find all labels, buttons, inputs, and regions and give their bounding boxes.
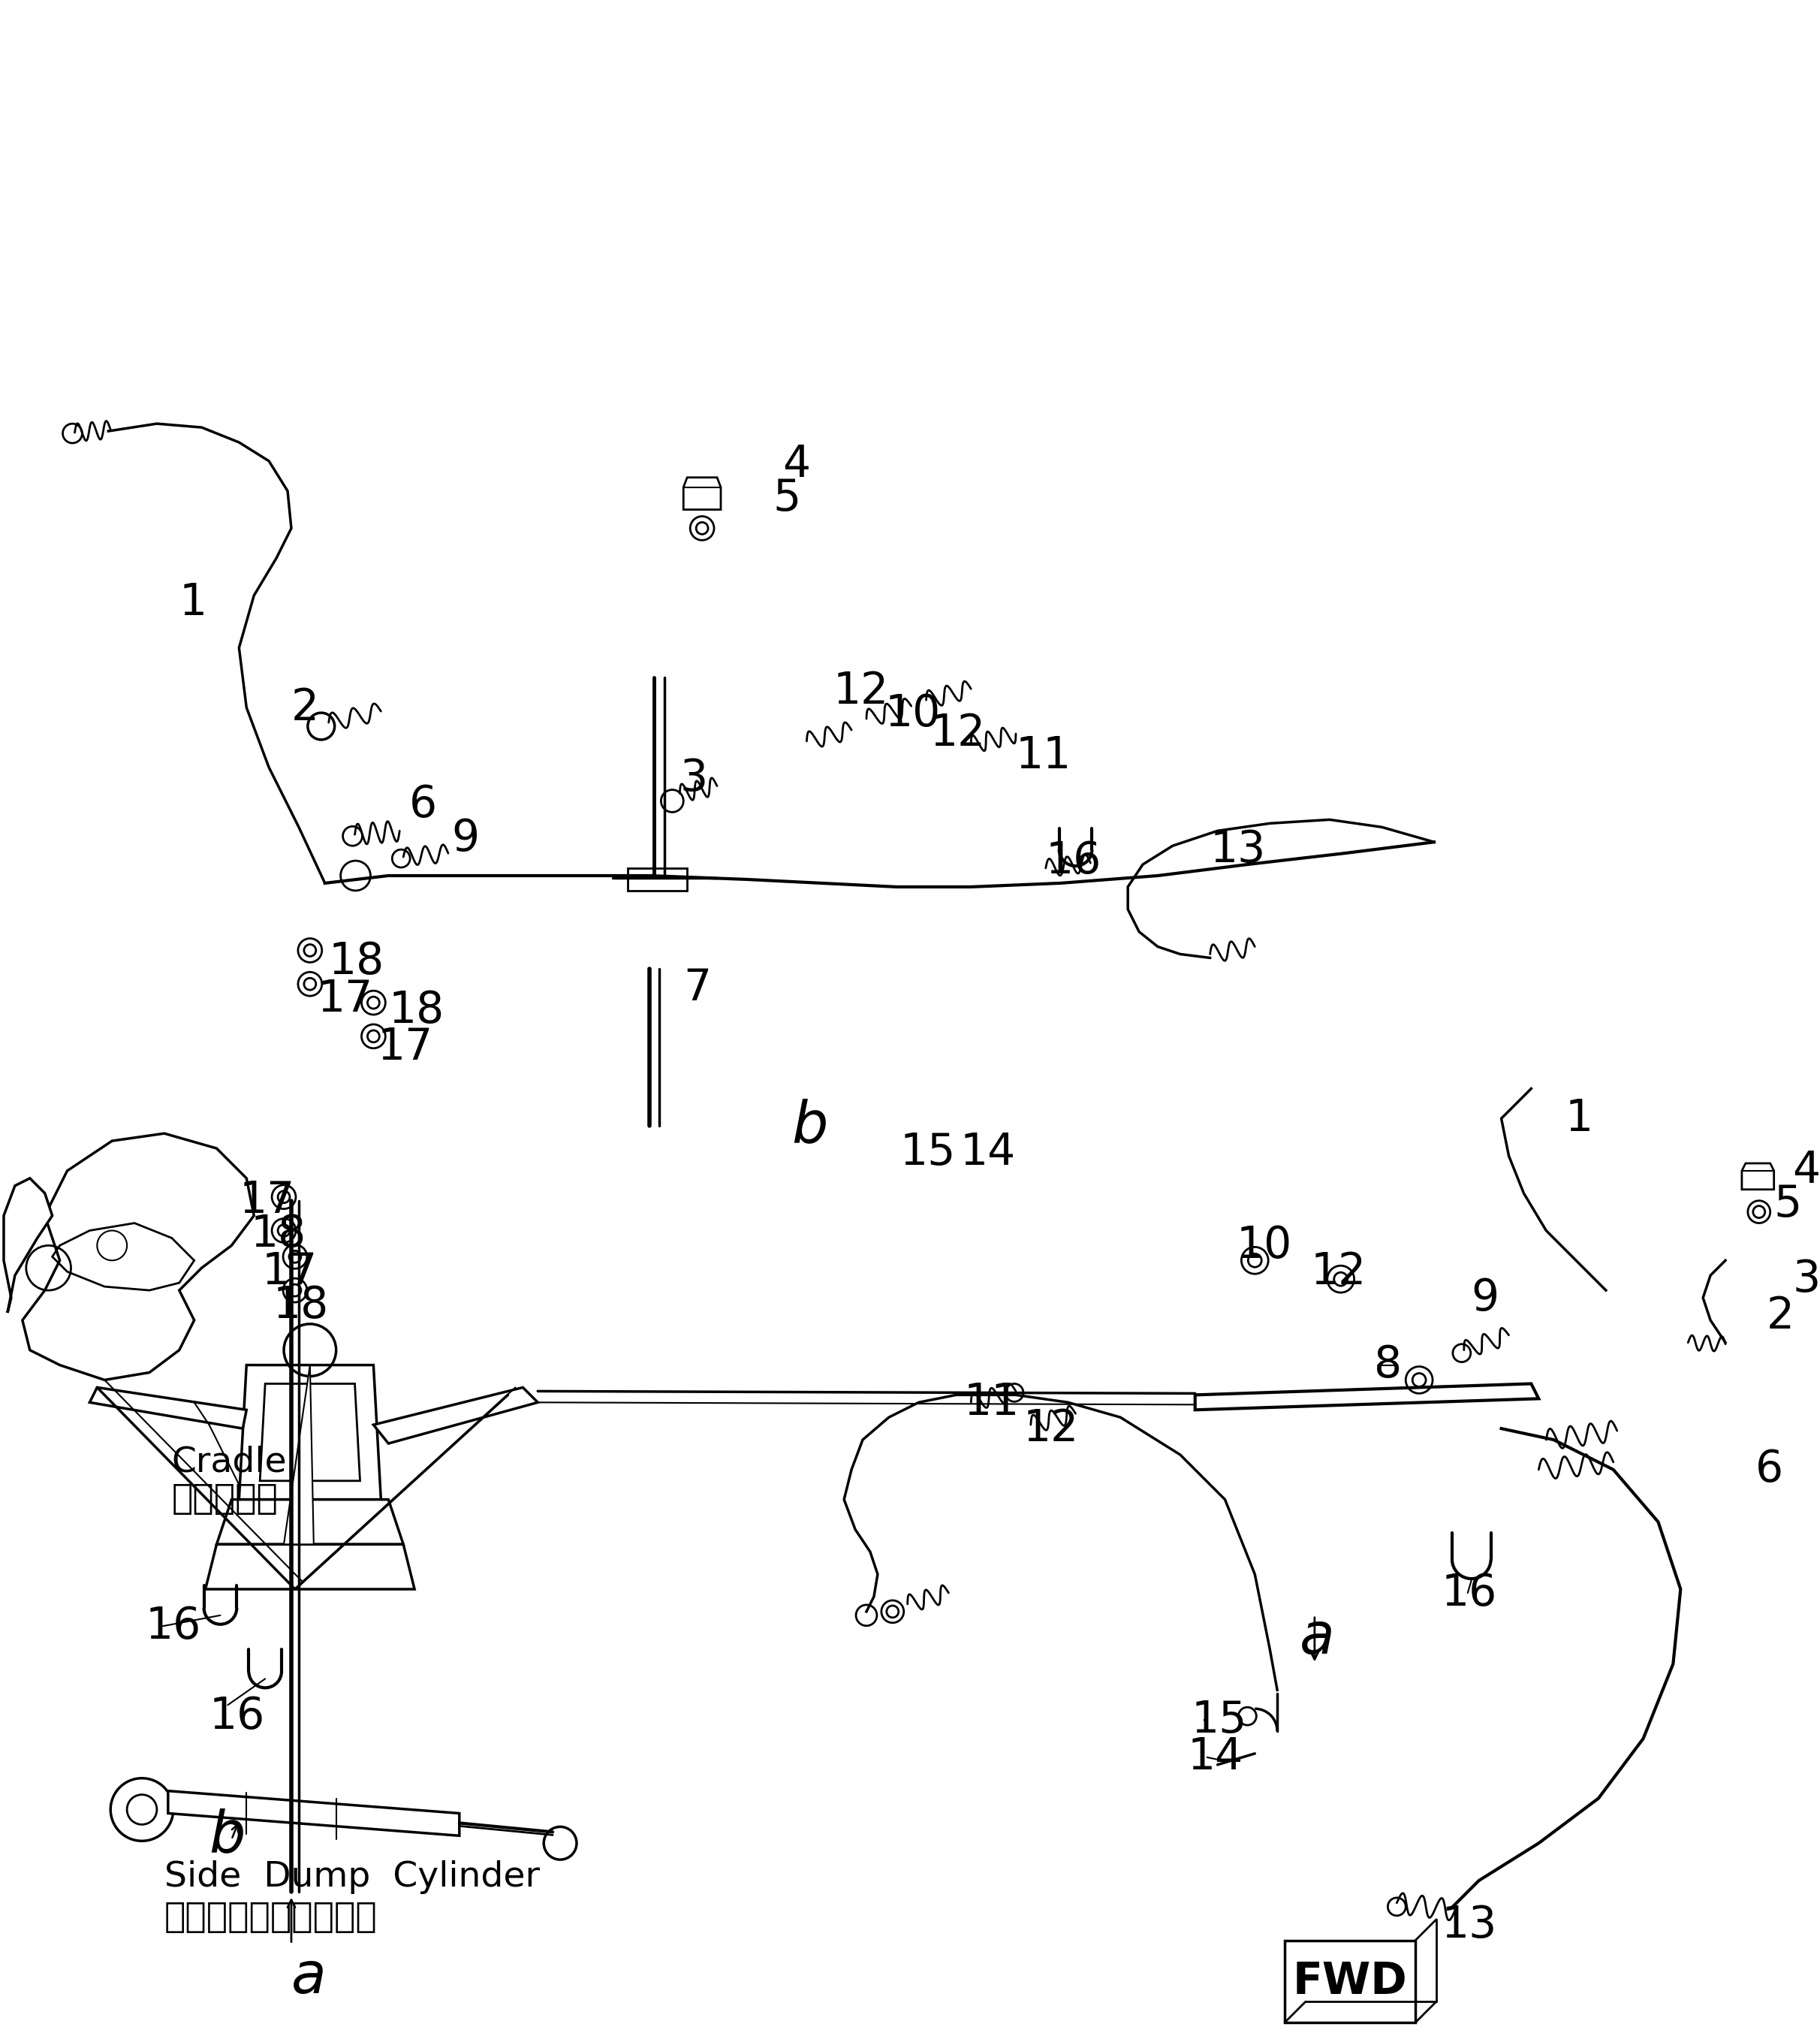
Text: 2: 2: [1767, 1295, 1795, 1338]
Text: 12: 12: [834, 670, 888, 713]
Text: 18: 18: [273, 1285, 328, 1327]
Polygon shape: [373, 1387, 537, 1444]
Text: 18: 18: [329, 941, 384, 983]
Polygon shape: [4, 1179, 53, 1313]
Text: 16: 16: [1046, 839, 1101, 882]
Text: 2: 2: [291, 686, 318, 729]
Text: 12: 12: [1310, 1250, 1367, 1293]
Text: 10: 10: [1236, 1224, 1292, 1266]
Text: 10: 10: [885, 692, 941, 735]
Text: Side  Dump  Cylinder: Side Dump Cylinder: [164, 1861, 541, 1893]
Text: サイドダンプシリンダ: サイドダンプシリンダ: [164, 1902, 377, 1934]
Polygon shape: [217, 1501, 404, 1545]
Text: 13: 13: [1441, 1904, 1498, 1946]
Polygon shape: [684, 478, 721, 509]
Text: FWD: FWD: [1292, 1961, 1407, 2003]
Text: 1: 1: [1565, 1097, 1592, 1140]
Text: 16: 16: [1441, 1572, 1498, 1615]
Text: 7: 7: [684, 967, 712, 1010]
Text: 13: 13: [1210, 829, 1265, 871]
Text: 18: 18: [388, 989, 444, 1032]
Text: 3: 3: [1793, 1258, 1820, 1301]
Text: 15: 15: [901, 1130, 956, 1173]
Text: 14: 14: [959, 1130, 1016, 1173]
Text: 6: 6: [1754, 1448, 1784, 1490]
Text: クレードル: クレードル: [171, 1482, 278, 1517]
Text: 16: 16: [146, 1604, 202, 1647]
Text: 3: 3: [679, 757, 708, 800]
Polygon shape: [284, 1364, 313, 1545]
Text: a: a: [1299, 1610, 1334, 1665]
Text: 9: 9: [451, 816, 480, 859]
Text: 8: 8: [1374, 1344, 1401, 1387]
Text: 5: 5: [774, 476, 801, 519]
Text: 16: 16: [209, 1694, 266, 1737]
Text: 18: 18: [249, 1213, 306, 1256]
Text: 11: 11: [963, 1380, 1019, 1423]
Polygon shape: [167, 1792, 459, 1836]
Text: 15: 15: [1192, 1698, 1247, 1741]
Polygon shape: [206, 1545, 415, 1590]
Text: 14: 14: [1188, 1737, 1243, 1779]
Text: 12: 12: [930, 713, 986, 755]
Text: b: b: [792, 1097, 828, 1154]
Text: b: b: [209, 1808, 246, 1863]
Text: a: a: [291, 1950, 326, 2005]
Polygon shape: [628, 867, 688, 890]
Text: 9: 9: [1471, 1277, 1500, 1319]
Text: 17: 17: [317, 977, 373, 1020]
Text: 17: 17: [377, 1026, 433, 1069]
Text: 4: 4: [783, 444, 810, 487]
Polygon shape: [238, 1364, 380, 1501]
Text: 4: 4: [1793, 1150, 1820, 1193]
Text: 1: 1: [178, 582, 207, 625]
Text: 17: 17: [238, 1179, 295, 1222]
Text: 6: 6: [410, 784, 437, 827]
Text: 12: 12: [1023, 1407, 1079, 1450]
Polygon shape: [22, 1134, 255, 1380]
Text: 5: 5: [1775, 1183, 1802, 1226]
Polygon shape: [1196, 1384, 1538, 1409]
Text: Cradle: Cradle: [171, 1446, 288, 1478]
Polygon shape: [89, 1387, 246, 1429]
Text: 11: 11: [1016, 735, 1072, 778]
Text: 17: 17: [262, 1250, 317, 1293]
Polygon shape: [1742, 1163, 1775, 1189]
